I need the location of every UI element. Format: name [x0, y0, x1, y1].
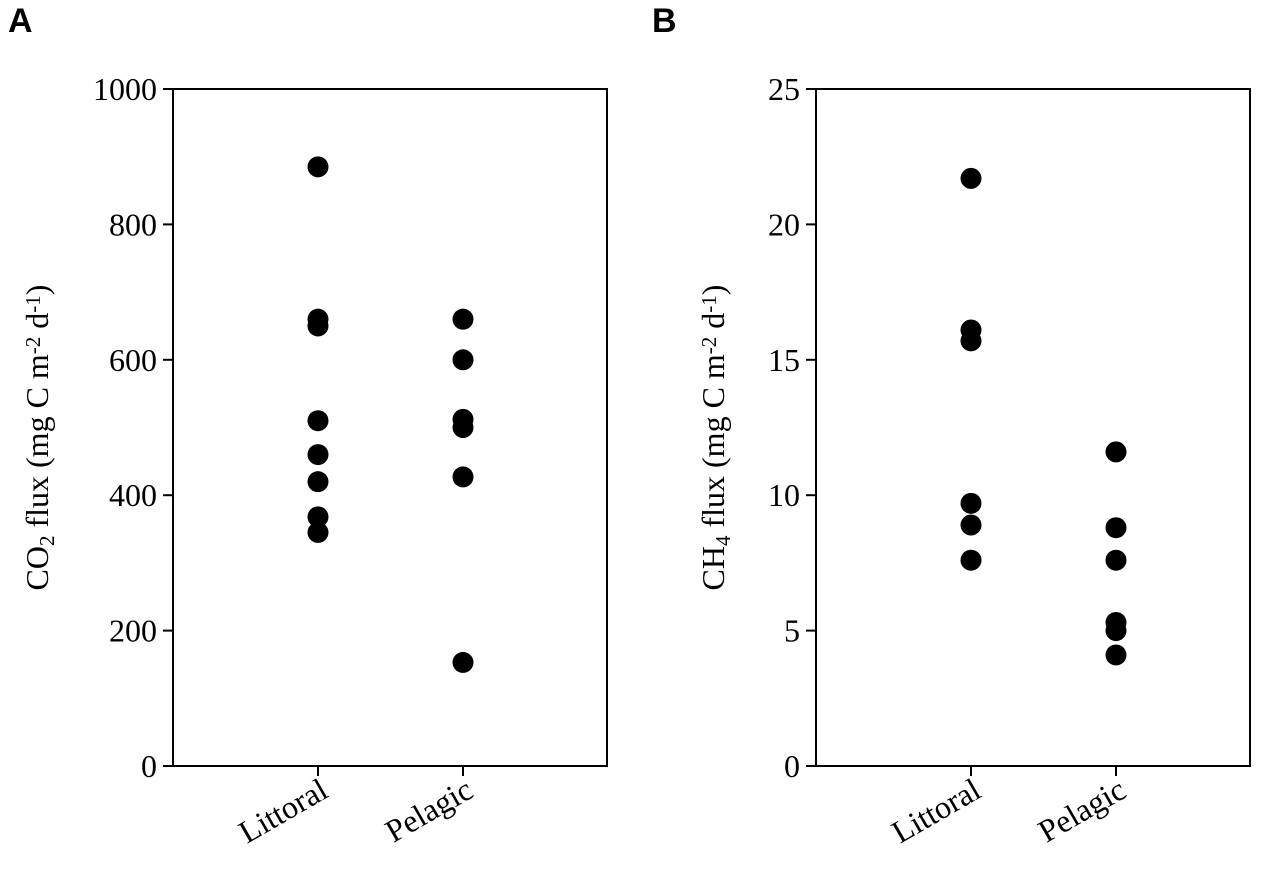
panel-label: A — [8, 2, 33, 40]
data-point-littoral — [307, 521, 329, 543]
y-tick-label: 400 — [109, 477, 157, 513]
y-tick-label: 200 — [109, 613, 157, 649]
data-point-littoral — [307, 506, 329, 528]
data-point-pelagic — [452, 349, 474, 371]
data-point-littoral — [307, 444, 329, 466]
y-axis-title-superscript: -1 — [697, 295, 721, 313]
x-category-label: Littoral — [885, 771, 986, 850]
data-point-pelagic — [452, 308, 474, 330]
data-point-littoral — [960, 167, 982, 189]
y-axis-title-subscript: 4 — [711, 535, 735, 546]
y-axis-title-superscript: -2 — [21, 337, 45, 355]
plot-frame — [815, 88, 1251, 767]
data-point-pelagic — [452, 651, 474, 673]
y-axis-title-part: flux (mg C m — [695, 354, 731, 535]
panel-a: A 0 200 400 600 800 1000 Littoral Pelagic CO2 flu… — [8, 2, 608, 850]
y-axis-title-part: d — [19, 313, 55, 337]
y-axis-title-part: flux (mg C m — [19, 354, 55, 535]
y-axis-title-superscript: -2 — [697, 337, 721, 355]
y-axis-title-part: ) — [695, 285, 731, 296]
plot-frame — [172, 88, 608, 767]
y-axis-title-part: d — [695, 313, 731, 337]
data-point-littoral — [960, 330, 982, 352]
data-point-littoral — [307, 156, 329, 178]
data-point-littoral — [960, 514, 982, 536]
y-tick-label: 0 — [141, 748, 157, 784]
y-axis-title-part: CO — [19, 546, 55, 590]
y-tick-label: 1000 — [93, 71, 157, 107]
y-axis-title: CH4 flux (mg C m-2 d-1) — [695, 285, 735, 591]
y-tick-label: 10 — [768, 477, 800, 513]
y-axis-title-part: CH — [695, 546, 731, 590]
data-point-pelagic — [1105, 441, 1127, 463]
y-axis-title-subscript: 2 — [35, 536, 59, 547]
y-tick-label: 25 — [768, 71, 800, 107]
y-tick-label: 5 — [784, 613, 800, 649]
data-point-pelagic — [452, 417, 474, 438]
y-tick-label: 15 — [768, 342, 800, 378]
panel-label: B — [652, 2, 677, 40]
data-point-pelagic — [1105, 620, 1127, 642]
x-category-label: Littoral — [232, 771, 333, 850]
data-point-littoral — [307, 315, 329, 337]
data-point-littoral — [960, 549, 982, 571]
x-category-label: Pelagic — [1032, 771, 1132, 849]
y-axis-title-superscript: -1 — [21, 295, 45, 313]
y-tick-label: 20 — [768, 206, 800, 242]
data-point-littoral — [307, 410, 329, 432]
data-point-pelagic — [452, 466, 474, 488]
data-point-pelagic — [1105, 549, 1127, 571]
data-point-pelagic — [1105, 517, 1127, 539]
data-point-littoral — [307, 471, 329, 493]
y-tick-label: 0 — [784, 748, 800, 784]
y-axis-title: CO2 flux (mg C m-2 d-1) — [19, 285, 59, 591]
y-tick-label: 600 — [109, 342, 157, 378]
y-tick-label: 800 — [109, 206, 157, 242]
data-point-littoral — [960, 492, 982, 514]
y-axis-title-part: ) — [19, 285, 55, 296]
x-category-label: Pelagic — [379, 771, 479, 849]
panel-b: B 0 5 10 15 20 25 Littoral Pelagic CH4 flux (mg C… — [652, 2, 1251, 850]
data-point-pelagic — [1105, 644, 1127, 666]
